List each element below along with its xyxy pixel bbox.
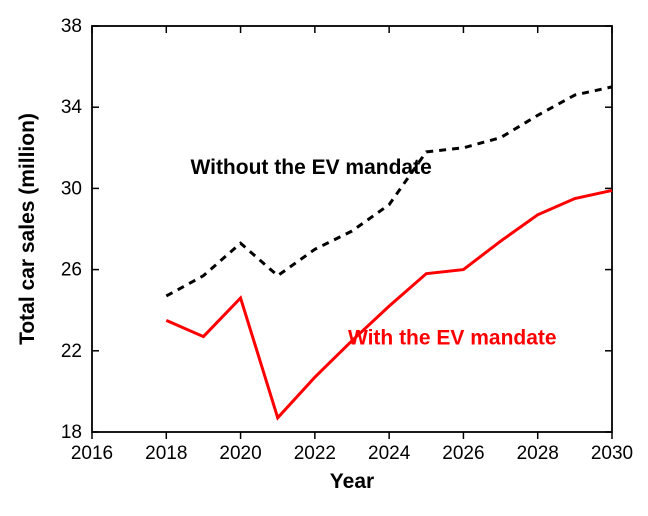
x-tick-label: 2030 (591, 443, 633, 464)
x-tick-label: 2016 (71, 443, 113, 464)
y-tick-label: 38 (61, 16, 82, 37)
line-chart: 2016 2018 2020 2022 2024 2026 2028 2030 18 22 26 30… (0, 0, 648, 516)
x-tick-label: 2020 (219, 443, 261, 464)
y-tick-label: 22 (61, 341, 82, 362)
x-tick-label: 2024 (368, 443, 411, 464)
annotation-1: With the EV mandate (348, 327, 557, 350)
chart-bg (0, 0, 648, 516)
x-tick-label: 2026 (442, 443, 484, 464)
y-axis-label: Total car sales (million) (16, 113, 39, 345)
x-tick-label: 2022 (294, 443, 336, 464)
x-tick-label: 2028 (517, 443, 559, 464)
x-tick-label: 2018 (145, 443, 187, 464)
annotation-0: Without the EV mandate (190, 156, 431, 179)
y-tick-label: 18 (61, 422, 82, 443)
y-tick-label: 30 (61, 178, 82, 199)
chart-container: 2016 2018 2020 2022 2024 2026 2028 2030 18 22 26 30… (0, 0, 648, 516)
y-tick-label: 26 (61, 260, 82, 281)
y-tick-label: 34 (61, 97, 83, 118)
x-axis-label: Year (330, 470, 374, 493)
